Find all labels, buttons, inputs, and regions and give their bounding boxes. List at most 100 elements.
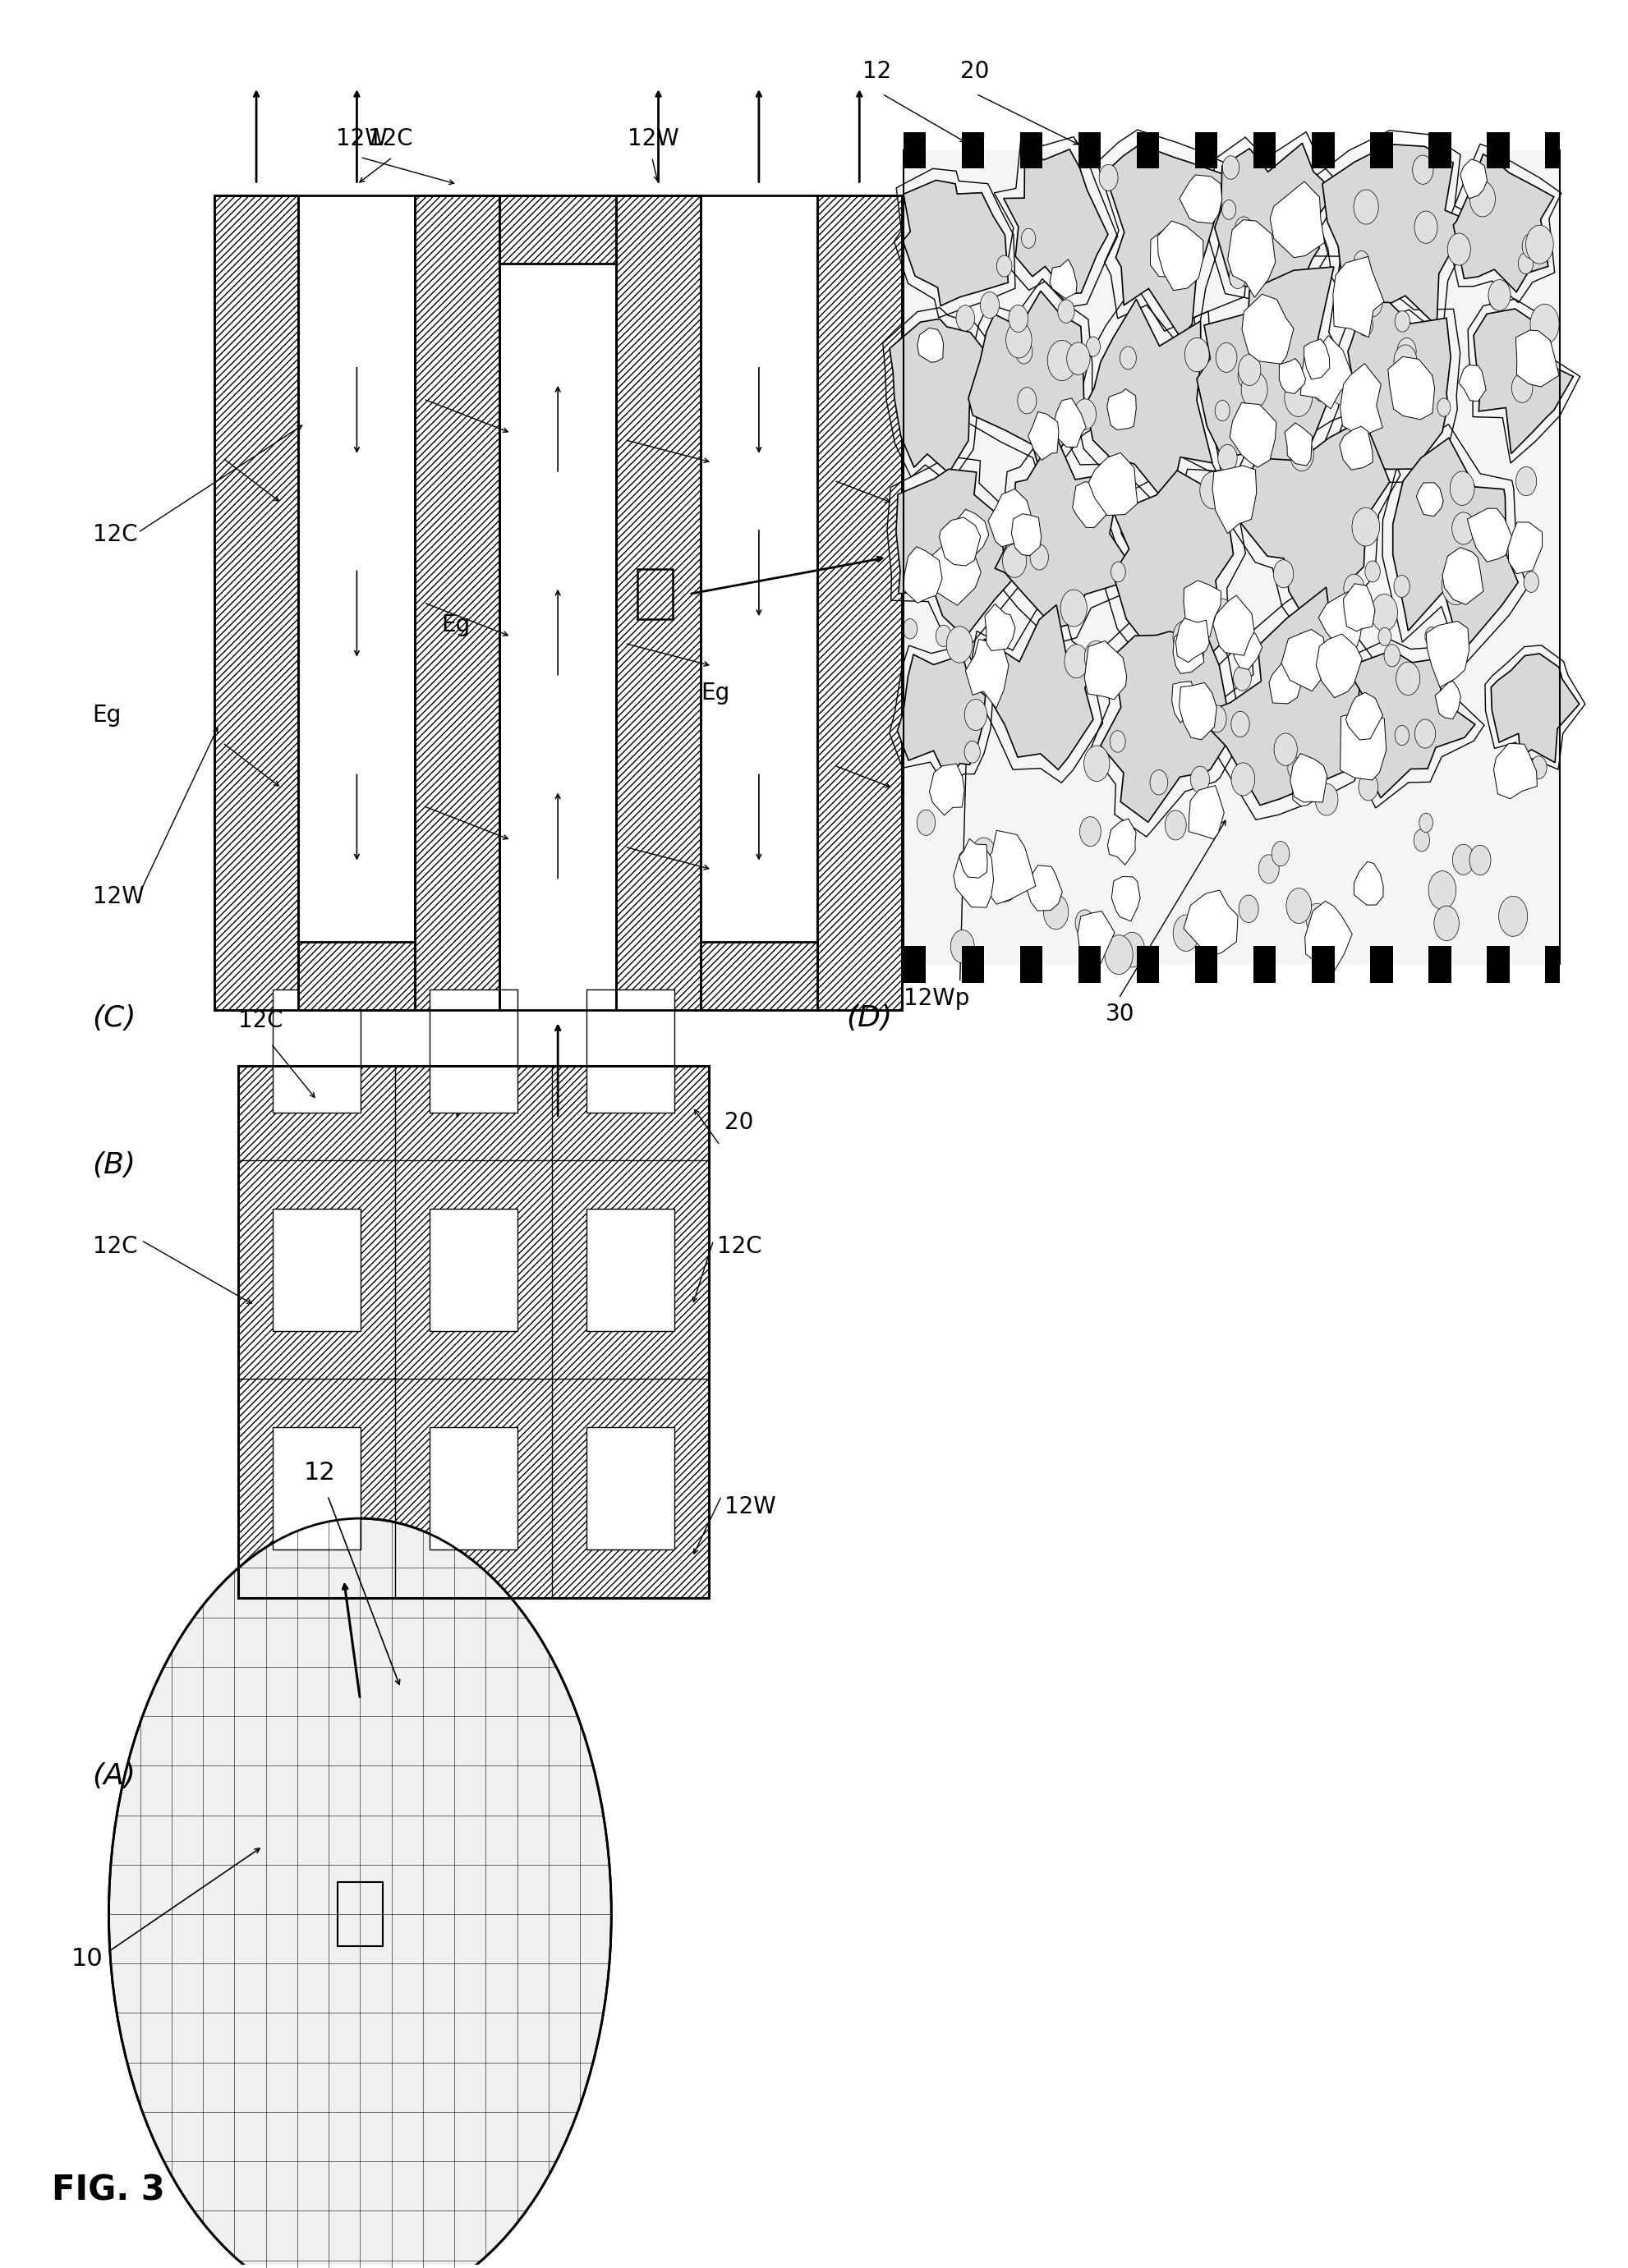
- Polygon shape: [1343, 583, 1376, 631]
- Polygon shape: [1346, 692, 1382, 739]
- Polygon shape: [1011, 515, 1042, 556]
- Ellipse shape: [1327, 608, 1340, 626]
- Ellipse shape: [1428, 871, 1455, 909]
- Text: 12W: 12W: [627, 127, 679, 150]
- Bar: [586, 1427, 674, 1549]
- Ellipse shape: [1172, 621, 1197, 653]
- Ellipse shape: [1174, 914, 1200, 950]
- Ellipse shape: [936, 626, 951, 646]
- Bar: [1312, 132, 1335, 168]
- Bar: [274, 1209, 361, 1331]
- Bar: [1545, 946, 1560, 982]
- Bar: [298, 195, 415, 1009]
- Polygon shape: [985, 603, 1016, 651]
- Ellipse shape: [1003, 544, 1027, 578]
- Ellipse shape: [1413, 830, 1429, 850]
- Text: 30: 30: [1105, 1002, 1135, 1025]
- Text: 20: 20: [961, 59, 988, 82]
- Ellipse shape: [1231, 762, 1255, 796]
- Polygon shape: [1301, 336, 1354, 408]
- Ellipse shape: [1286, 889, 1312, 923]
- Ellipse shape: [1237, 363, 1257, 388]
- Polygon shape: [1467, 508, 1512, 562]
- Ellipse shape: [1395, 726, 1410, 746]
- Bar: [500, 195, 617, 263]
- Ellipse shape: [1211, 599, 1232, 631]
- Ellipse shape: [1206, 705, 1226, 733]
- Polygon shape: [1197, 587, 1361, 805]
- Polygon shape: [1491, 653, 1579, 762]
- Polygon shape: [1280, 358, 1306, 395]
- Polygon shape: [1389, 356, 1434, 420]
- Polygon shape: [1184, 581, 1221, 637]
- Bar: [637, 569, 672, 619]
- Text: 12C: 12C: [716, 1236, 762, 1259]
- Ellipse shape: [1434, 905, 1459, 941]
- Ellipse shape: [1451, 472, 1475, 506]
- Polygon shape: [1232, 420, 1390, 655]
- Bar: [1136, 132, 1159, 168]
- Bar: [215, 195, 298, 1009]
- Ellipse shape: [1452, 844, 1475, 875]
- Bar: [430, 989, 518, 1111]
- Ellipse shape: [949, 562, 962, 583]
- Ellipse shape: [1413, 154, 1433, 184]
- Ellipse shape: [1006, 322, 1032, 358]
- Polygon shape: [1242, 295, 1294, 363]
- Ellipse shape: [1214, 401, 1229, 422]
- Ellipse shape: [1438, 399, 1451, 417]
- Ellipse shape: [1354, 191, 1379, 225]
- Ellipse shape: [1311, 367, 1335, 401]
- Polygon shape: [1172, 631, 1205, 674]
- Polygon shape: [1089, 454, 1138, 515]
- Ellipse shape: [1044, 894, 1068, 930]
- Polygon shape: [1151, 225, 1188, 277]
- Ellipse shape: [1074, 909, 1094, 937]
- Polygon shape: [1197, 268, 1333, 472]
- Ellipse shape: [1452, 513, 1475, 544]
- Text: 12C: 12C: [93, 524, 137, 547]
- Bar: [617, 195, 700, 1009]
- Ellipse shape: [991, 864, 1019, 903]
- Polygon shape: [965, 640, 1009, 708]
- Bar: [1254, 946, 1276, 982]
- Polygon shape: [947, 510, 988, 558]
- Ellipse shape: [1258, 855, 1280, 882]
- Polygon shape: [1213, 596, 1254, 655]
- Text: (A): (A): [93, 1762, 137, 1789]
- Ellipse shape: [1084, 642, 1109, 674]
- Polygon shape: [1460, 159, 1488, 200]
- Ellipse shape: [1359, 773, 1377, 801]
- Polygon shape: [1454, 154, 1553, 293]
- Polygon shape: [1107, 388, 1136, 431]
- Ellipse shape: [1185, 338, 1210, 372]
- Polygon shape: [1179, 683, 1216, 739]
- Ellipse shape: [1074, 399, 1096, 429]
- Ellipse shape: [1110, 562, 1125, 583]
- Polygon shape: [939, 517, 980, 565]
- Polygon shape: [1158, 220, 1203, 290]
- Bar: [1312, 946, 1335, 982]
- Ellipse shape: [1239, 354, 1260, 386]
- Ellipse shape: [1394, 576, 1410, 596]
- Polygon shape: [897, 655, 985, 778]
- Text: 12C: 12C: [368, 127, 414, 150]
- Bar: [586, 1209, 674, 1331]
- Polygon shape: [917, 329, 943, 363]
- Text: Eg: Eg: [93, 703, 122, 728]
- Bar: [430, 1427, 518, 1549]
- Ellipse shape: [1447, 234, 1470, 265]
- Ellipse shape: [1384, 644, 1400, 667]
- Bar: [817, 195, 902, 1009]
- Ellipse shape: [917, 810, 936, 835]
- Polygon shape: [1172, 680, 1200, 723]
- Ellipse shape: [1058, 299, 1074, 322]
- Bar: [617, 195, 700, 1009]
- Ellipse shape: [1120, 932, 1144, 966]
- Bar: [1254, 132, 1276, 168]
- Ellipse shape: [1332, 381, 1348, 404]
- Ellipse shape: [1351, 508, 1379, 547]
- Ellipse shape: [964, 699, 987, 730]
- Ellipse shape: [972, 837, 996, 873]
- Text: 20: 20: [724, 1111, 754, 1134]
